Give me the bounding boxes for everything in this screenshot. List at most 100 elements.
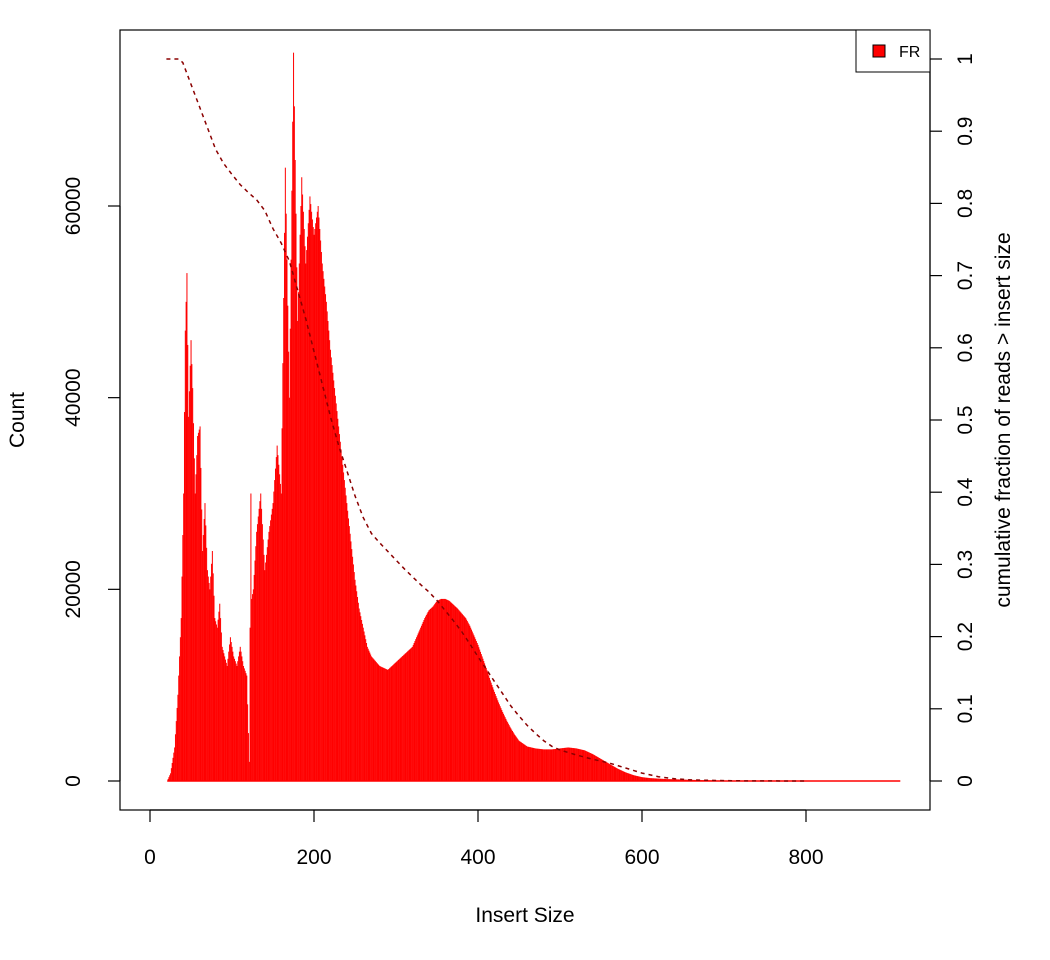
histogram-bar (279, 483, 281, 781)
histogram-bar (238, 656, 240, 781)
histogram-bar (325, 301, 327, 781)
histogram-bar (513, 733, 515, 781)
histogram-bar (532, 747, 534, 781)
histogram-bar (262, 539, 264, 781)
histogram-bar (248, 761, 250, 781)
histogram-bar (562, 748, 564, 781)
histogram-bar (436, 600, 438, 781)
histogram-bar (235, 663, 237, 781)
histogram-bar (299, 234, 301, 781)
histogram-bar (477, 644, 479, 781)
histogram-bar (625, 772, 627, 782)
histogram-bar (377, 664, 379, 781)
histogram-bar (494, 693, 496, 781)
histogram-bar (411, 647, 413, 781)
histogram-bar (550, 749, 552, 782)
histogram-bar (243, 668, 245, 781)
histogram-bar (218, 611, 220, 781)
histogram-bar (266, 547, 268, 781)
histogram-bar (408, 649, 410, 781)
histogram-bar (254, 560, 256, 781)
y2-tick-label: 1 (954, 53, 977, 65)
histogram-bar (569, 747, 571, 781)
histogram-bar (325, 294, 327, 781)
histogram-bar (288, 397, 290, 781)
histogram-bar (450, 602, 452, 781)
histogram-bar (540, 749, 542, 781)
histogram-bar (237, 661, 239, 781)
histogram-bar (528, 746, 530, 781)
histogram-bar (473, 635, 475, 781)
histogram-bar (593, 755, 595, 782)
histogram-bar (395, 662, 397, 781)
histogram-bar (438, 600, 440, 781)
histogram-bar (448, 600, 450, 781)
histogram-bar (487, 672, 489, 781)
histogram-bar (567, 747, 569, 781)
histogram-bar (365, 639, 367, 781)
histogram-bar (641, 777, 643, 781)
histogram-bar (340, 449, 342, 781)
histogram-bar (474, 637, 476, 781)
histogram-bar (659, 778, 661, 781)
y2-tick-label: 0.3 (954, 550, 977, 579)
histogram-bar (246, 675, 248, 781)
histogram-bar (628, 773, 630, 781)
histogram-bar (329, 349, 331, 781)
histogram-bar (347, 518, 349, 781)
histogram-bar (662, 778, 664, 781)
histogram-bar (417, 633, 419, 781)
histogram-bar (280, 493, 282, 781)
histogram-bar (452, 604, 454, 781)
histogram-bar (359, 612, 361, 781)
histogram-bar (265, 554, 267, 781)
histogram-bar (282, 363, 284, 781)
histogram-bar (467, 622, 469, 781)
histogram-bar (552, 749, 554, 781)
y2-tick-label: 0.9 (954, 117, 977, 146)
histogram-bar (613, 766, 615, 782)
histogram-bar (439, 599, 441, 781)
histogram-bar (475, 641, 477, 781)
histogram-bar (431, 607, 433, 781)
histogram-bar (512, 732, 514, 781)
histogram-bar (276, 445, 278, 781)
histogram-bar (217, 619, 219, 781)
histogram-bar (442, 598, 444, 781)
histogram-bar (653, 778, 655, 781)
legend: FR (855, 29, 931, 73)
histogram-bar (197, 436, 199, 781)
histogram-bar (657, 778, 659, 781)
histogram-bar (219, 603, 221, 781)
histogram-bar (338, 426, 340, 781)
histogram-bar (508, 725, 510, 781)
histogram-bar (557, 748, 559, 781)
histogram-bar (674, 779, 676, 781)
y-tick-label: 20000 (62, 560, 85, 618)
histogram-bar (530, 747, 532, 781)
histogram-bar (271, 508, 273, 781)
histogram-bar (483, 661, 485, 781)
histogram-bar (373, 659, 375, 781)
histogram-bar (252, 594, 254, 782)
histogram-bar (501, 710, 503, 781)
histogram-bar (206, 570, 208, 781)
histogram-bar (220, 618, 222, 781)
histogram-bar (637, 776, 639, 781)
histogram-bar (647, 777, 649, 781)
histogram-bar (383, 667, 385, 781)
histogram-bar (372, 658, 374, 781)
histogram-bar (598, 757, 600, 781)
histogram-bar (267, 539, 269, 781)
histogram-bar (346, 503, 348, 781)
histogram-bar (672, 779, 674, 781)
histogram-bar (177, 694, 179, 781)
histogram-bar (610, 764, 612, 781)
histogram-bar (632, 774, 634, 781)
histogram-bar (444, 598, 446, 781)
histogram-bar (549, 749, 551, 782)
histogram-bar (239, 646, 241, 781)
histogram-bar (429, 609, 431, 781)
histogram-bar (242, 661, 244, 781)
histogram-bar (321, 263, 323, 781)
